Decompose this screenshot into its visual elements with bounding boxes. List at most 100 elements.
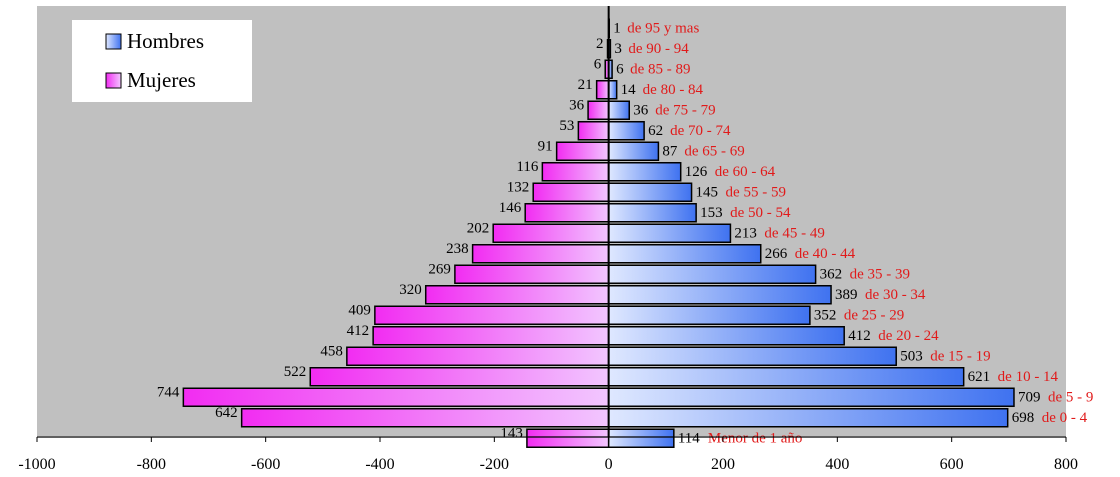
bar-mujeres bbox=[182, 387, 610, 407]
age-group-label: de 20 - 24 bbox=[878, 328, 939, 344]
value-label-mujeres: 143 bbox=[500, 425, 523, 441]
bar-mujeres bbox=[492, 223, 610, 243]
bar-mujeres bbox=[577, 121, 610, 141]
value-label-hombres: 62 bbox=[648, 123, 663, 139]
bar-hombres bbox=[607, 121, 645, 141]
bar-mujeres bbox=[309, 367, 610, 387]
legend: Hombres Mujeres bbox=[72, 20, 252, 102]
value-label-hombres: 389 bbox=[835, 287, 858, 303]
value-label-mujeres: 642 bbox=[215, 405, 238, 421]
age-group-label: de 60 - 64 bbox=[715, 164, 776, 180]
age-group-label: de 75 - 79 bbox=[655, 102, 715, 118]
bar-mujeres bbox=[240, 408, 610, 428]
value-label-hombres: 6 bbox=[616, 61, 624, 77]
bar-hombres bbox=[607, 305, 811, 325]
age-group-label: de 65 - 69 bbox=[684, 143, 744, 159]
bar-mujeres bbox=[372, 326, 610, 346]
legend-box bbox=[72, 20, 252, 102]
x-tick-label: -600 bbox=[251, 456, 280, 473]
value-label-hombres: 213 bbox=[734, 225, 757, 241]
x-tick-label: 200 bbox=[711, 456, 735, 473]
value-label-mujeres: 91 bbox=[538, 138, 553, 154]
value-label-hombres: 145 bbox=[696, 184, 719, 200]
bar-mujeres bbox=[524, 203, 610, 223]
age-group-label: de 0 - 4 bbox=[1042, 410, 1088, 426]
x-tick-label: -200 bbox=[480, 456, 509, 473]
value-label-hombres: 153 bbox=[700, 205, 723, 221]
age-group-label: de 35 - 39 bbox=[850, 266, 910, 282]
age-group-label: de 10 - 14 bbox=[998, 369, 1059, 385]
value-label-mujeres: 744 bbox=[157, 384, 180, 400]
bar-mujeres bbox=[454, 264, 610, 284]
age-group-label: de 55 - 59 bbox=[726, 184, 786, 200]
bar-hombres bbox=[607, 223, 732, 243]
bar-hombres bbox=[607, 367, 965, 387]
value-label-hombres: 87 bbox=[662, 143, 678, 159]
value-label-mujeres: 116 bbox=[516, 159, 538, 175]
x-tick-label: 0 bbox=[605, 456, 613, 473]
bar-hombres bbox=[607, 80, 618, 100]
value-label-hombres: 1 bbox=[613, 20, 621, 36]
bar-hombres bbox=[607, 285, 832, 305]
legend-label-hombres: Hombres bbox=[127, 29, 204, 53]
x-tick-label: 800 bbox=[1054, 456, 1078, 473]
age-group-label: de 25 - 29 bbox=[844, 307, 904, 323]
x-tick-label: -1000 bbox=[18, 456, 55, 473]
value-label-mujeres: 36 bbox=[569, 97, 585, 113]
value-label-hombres: 362 bbox=[820, 266, 843, 282]
bar-hombres bbox=[607, 244, 762, 264]
age-group-label: de 90 - 94 bbox=[628, 41, 689, 57]
value-label-hombres: 114 bbox=[678, 430, 700, 446]
value-label-hombres: 3 bbox=[614, 41, 622, 57]
bar-hombres bbox=[607, 100, 630, 120]
value-label-mujeres: 412 bbox=[347, 323, 370, 339]
x-tick-label: 400 bbox=[825, 456, 849, 473]
bar-hombres bbox=[607, 162, 682, 182]
age-group-label: de 40 - 44 bbox=[795, 246, 856, 262]
value-label-mujeres: 409 bbox=[348, 302, 371, 318]
value-label-mujeres: 269 bbox=[428, 261, 451, 277]
value-label-mujeres: 522 bbox=[284, 364, 307, 380]
bar-hombres bbox=[607, 387, 1015, 407]
value-label-hombres: 352 bbox=[814, 307, 837, 323]
value-label-mujeres: 132 bbox=[507, 179, 530, 195]
value-label-hombres: 266 bbox=[765, 246, 788, 262]
value-label-hombres: 698 bbox=[1012, 410, 1034, 426]
axes-group: -1000 -800 -600 -400 -200 0 200 400 600 800 bbox=[18, 6, 1078, 473]
x-tick-label: 600 bbox=[940, 456, 964, 473]
value-label-mujeres: 6 bbox=[594, 56, 602, 72]
value-label-mujeres: 202 bbox=[467, 220, 490, 236]
value-label-hombres: 14 bbox=[621, 82, 637, 98]
bar-hombres bbox=[607, 203, 697, 223]
value-label-mujeres: 320 bbox=[399, 282, 422, 298]
age-group-label: de 95 y mas bbox=[627, 20, 699, 36]
bar-hombres bbox=[607, 326, 845, 346]
age-group-label: de 70 - 74 bbox=[670, 123, 731, 139]
bar-hombres bbox=[607, 141, 660, 161]
bar-hombres bbox=[607, 182, 693, 202]
bar-mujeres bbox=[532, 182, 610, 202]
value-label-hombres: 36 bbox=[633, 102, 649, 118]
legend-swatch-hombres bbox=[105, 33, 122, 50]
value-label-mujeres: 2 bbox=[596, 36, 604, 52]
bar-mujeres bbox=[526, 428, 610, 448]
bar-mujeres bbox=[424, 285, 610, 305]
value-label-hombres: 126 bbox=[685, 164, 708, 180]
bar-mujeres bbox=[541, 162, 610, 182]
age-group-label: de 80 - 84 bbox=[643, 82, 704, 98]
value-label-mujeres: 146 bbox=[499, 200, 522, 216]
legend-swatch-mujeres bbox=[105, 72, 122, 89]
bars-group bbox=[182, 18, 1015, 448]
value-label-mujeres: 238 bbox=[446, 241, 469, 257]
value-label-mujeres: 53 bbox=[559, 118, 574, 134]
bar-hombres bbox=[607, 346, 897, 366]
bar-mujeres bbox=[374, 305, 610, 325]
value-label-mujeres: 21 bbox=[578, 77, 593, 93]
age-group-label: de 15 - 19 bbox=[930, 348, 990, 364]
bar-hombres bbox=[607, 428, 675, 448]
age-group-label: Menor de 1 año bbox=[708, 430, 803, 446]
bar-mujeres bbox=[346, 346, 610, 366]
x-tick-label: -800 bbox=[137, 456, 166, 473]
legend-label-mujeres: Mujeres bbox=[127, 68, 196, 92]
